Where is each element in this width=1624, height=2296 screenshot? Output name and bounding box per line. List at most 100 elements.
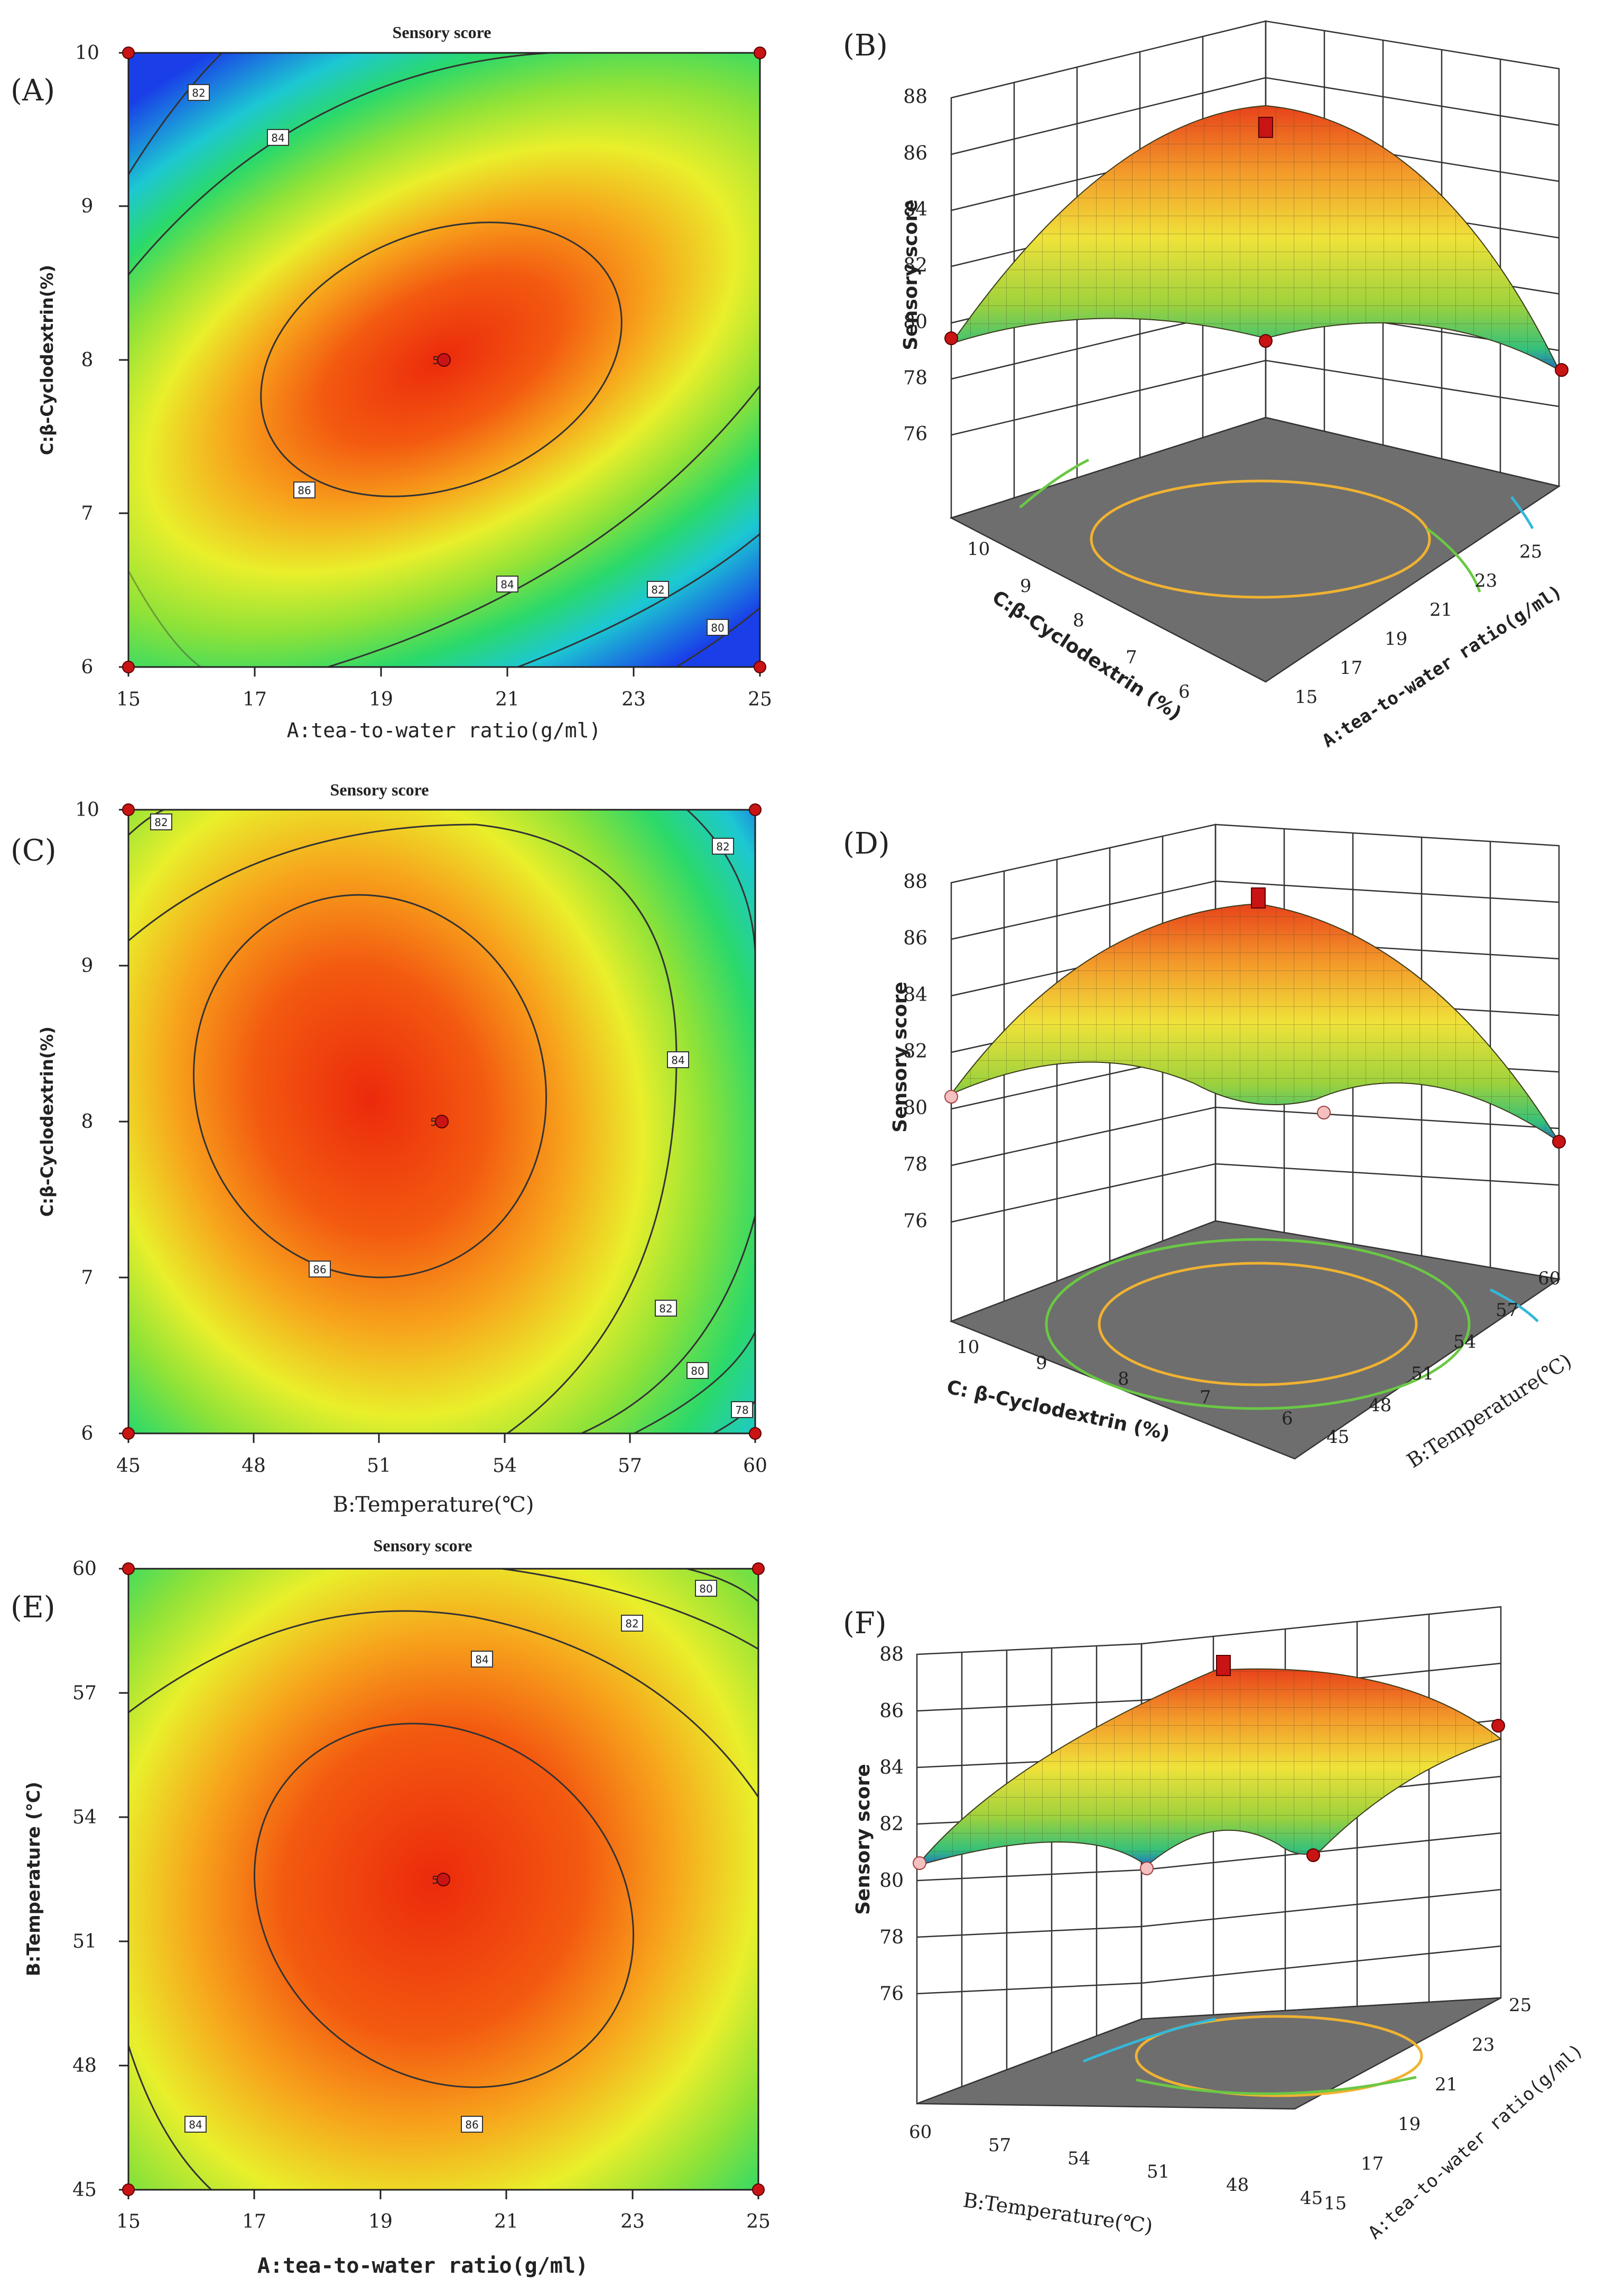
- y-axis-label: B:Temperature (℃): [23, 1782, 44, 1976]
- y-tick-label: 8: [81, 1111, 94, 1133]
- contour-label: 80: [711, 622, 724, 634]
- design-points: [944, 117, 1569, 377]
- x-tick-label: 25: [1519, 541, 1542, 562]
- design-point: [1140, 1862, 1154, 1875]
- contour-label: 84: [271, 132, 284, 144]
- z-axis-label: Sensory score: [900, 199, 922, 350]
- x-tick-label: 25: [746, 2211, 771, 2233]
- y-tick-label: 45: [72, 2179, 97, 2201]
- contour-label: 84: [500, 578, 514, 591]
- x-axis-ticks: 15 17 19 21 23 25: [1324, 1995, 1532, 2214]
- design-point: [1491, 1719, 1505, 1733]
- x-tick-label: 57: [1496, 1300, 1518, 1321]
- z-axis-ticks: 88 86 84 82 80 78 76: [903, 871, 927, 1232]
- center-point: [437, 353, 451, 367]
- contour-label: 86: [298, 484, 311, 497]
- contour-panel-e: (E) Sensory score 15 17 19 21 23 25: [11, 1536, 771, 2278]
- panel-label-b: (B): [843, 29, 888, 63]
- y-tick-label: 60: [909, 2122, 932, 2143]
- contour-labels: 82 82 84 86 82 80 78: [150, 813, 753, 1418]
- design-point: [1317, 1106, 1331, 1119]
- y-tick-label: 57: [72, 1682, 97, 1704]
- surface-mesh: [951, 106, 1559, 370]
- y-tick-label: 7: [1200, 1387, 1211, 1408]
- floor-contour: [1098, 1262, 1418, 1386]
- z-tick-label: 80: [903, 311, 927, 333]
- x-tick-label: 25: [1509, 1995, 1532, 2016]
- contour-lines: [127, 1568, 759, 2191]
- y-axis-ticks: 10 9 8 7 6: [967, 539, 1190, 702]
- contour-line-84-upper: [127, 52, 550, 275]
- x-tick-label: 15: [116, 2211, 141, 2233]
- chart-title: Sensory score: [374, 1536, 472, 1555]
- z-tick-label: 86: [903, 143, 927, 164]
- y-tick-label: 6: [81, 1423, 94, 1445]
- y-tick-label: 8: [1073, 610, 1084, 631]
- z-tick-label: 80: [903, 1097, 927, 1119]
- x-tick-label: 45: [1326, 1427, 1349, 1448]
- z-tick-label: 84: [879, 1757, 904, 1779]
- floor-contour: [1136, 2076, 1417, 2095]
- contour-line-84-lower: [327, 385, 761, 668]
- contour-line-80: [686, 1568, 759, 1603]
- surface-panel-d: (D) 88 86 84 82 80 78 76 Sensory score 1…: [843, 823, 1576, 1473]
- x-axis-label: A:tea-to-water ratio(g/ml): [287, 719, 601, 742]
- y-tick-label: 51: [1147, 2161, 1170, 2182]
- contour-label: 82: [651, 584, 664, 596]
- z-tick-label: 86: [879, 1700, 904, 1722]
- contour-label: 82: [154, 816, 168, 829]
- y-tick-label: 10: [75, 42, 99, 64]
- contour-panel-a: (A) Sensory score 15 17 19 21 23 25: [11, 23, 772, 742]
- z-axis-ticks: 88 86 84 82 80 78 76: [903, 86, 927, 445]
- design-point: [122, 2183, 135, 2196]
- contour-labels: 80 82 84 86 84: [184, 1580, 717, 2133]
- contour-line-86: [254, 1723, 634, 2088]
- contour-line-84-upper: [128, 1610, 759, 1798]
- x-axis-ticks: 15 17 19 21 23 25: [1295, 541, 1542, 708]
- center-points: [1216, 1655, 1231, 1676]
- 3d-floor: [949, 1220, 1561, 1460]
- center-point: [435, 1115, 449, 1128]
- z-tick-label: 88: [879, 1644, 904, 1665]
- y-tick-label: 45: [1300, 2188, 1323, 2209]
- center-point-count: 5: [432, 354, 439, 367]
- design-point: [752, 2183, 765, 2196]
- contour-line-86: [260, 221, 623, 497]
- y-tick-label: 7: [1126, 647, 1137, 668]
- z-axis-label: Sensory score: [889, 982, 911, 1133]
- design-point: [749, 1427, 762, 1440]
- y-tick-label: 10: [967, 539, 990, 560]
- x-tick-label: 45: [116, 1455, 141, 1477]
- floor-contour: [1489, 1288, 1539, 1322]
- y-axis-label: B:Temperature(℃): [962, 2188, 1154, 2238]
- surface-mesh: [917, 1669, 1501, 1866]
- contour-line-82: [502, 1568, 759, 1650]
- x-tick-label: 54: [493, 1455, 517, 1477]
- z-tick-label: 88: [903, 871, 927, 893]
- design-point: [122, 1427, 135, 1440]
- z-tick-label: 78: [903, 1154, 927, 1175]
- design-points: 5: [122, 47, 766, 673]
- x-axis-ticks: 45 48 51 54 57 60: [116, 1433, 767, 1477]
- y-tick-label: 48: [1226, 2174, 1249, 2196]
- design-point: [944, 331, 958, 345]
- x-tick-label: 48: [1369, 1395, 1391, 1416]
- contour-label: 84: [475, 1653, 488, 1666]
- contour-line-82-lower: [581, 1215, 756, 1434]
- x-tick-label: 57: [618, 1455, 642, 1477]
- z-tick-label: 76: [879, 1983, 904, 2005]
- panel-label-f: (F): [843, 1606, 887, 1641]
- y-tick-label: 7: [81, 1267, 94, 1289]
- design-point: [752, 1562, 765, 1575]
- x-tick-label: 23: [1474, 570, 1497, 591]
- contour-line-edge: [127, 570, 201, 668]
- x-tick-label: 19: [1385, 628, 1407, 650]
- design-point: [913, 1856, 926, 1870]
- contour-line-84: [128, 823, 678, 1434]
- x-tick-label: 15: [1295, 687, 1317, 708]
- panel-label-e: (E): [11, 1590, 55, 1625]
- contour-label: 82: [192, 87, 205, 99]
- x-tick-label: 21: [1430, 599, 1452, 621]
- y-axis-ticks: 45 48 51 54 57 60: [72, 1558, 128, 2201]
